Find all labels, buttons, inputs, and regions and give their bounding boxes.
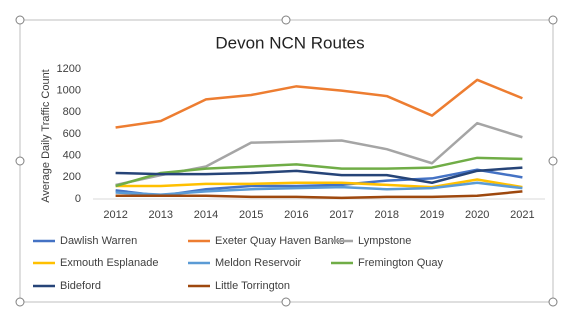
- x-tick-label: 2015: [239, 209, 263, 221]
- y-axis-label: Average Daily Traffic Count: [40, 69, 52, 203]
- legend-label: Exmouth Esplanade: [60, 257, 158, 269]
- legend-label: Little Torrington: [215, 280, 290, 292]
- line-series: [115, 181, 523, 196]
- line-series: [115, 166, 523, 184]
- legend-label: Bideford: [60, 280, 101, 292]
- line-series: [115, 156, 523, 188]
- y-tick-label: 800: [63, 106, 81, 118]
- line-series: [115, 190, 523, 200]
- selection-handles: [15, 15, 558, 307]
- legend-label: Fremington Quay: [358, 257, 443, 269]
- y-tick-label: 200: [63, 171, 81, 183]
- chart-title: Devon NCN Routes: [215, 33, 364, 52]
- x-tick-label: 2020: [465, 209, 489, 221]
- x-tick-label: 2018: [375, 209, 399, 221]
- y-tick-label: 1000: [57, 85, 81, 97]
- x-tick-label: 2016: [284, 209, 308, 221]
- y-tick-label: 1200: [57, 63, 81, 75]
- x-tick-label: 2021: [510, 209, 534, 221]
- x-tick-label: 2012: [103, 209, 127, 221]
- x-tick-label: 2014: [194, 209, 218, 221]
- x-tick-label: 2017: [329, 209, 353, 221]
- legend-label: Lympstone: [358, 235, 411, 247]
- line-series: [115, 78, 523, 129]
- legend-label: Exeter Quay Haven Banks: [215, 235, 345, 247]
- x-tick-label: 2019: [420, 209, 444, 221]
- legend-label: Meldon Reservoir: [215, 257, 302, 269]
- legend-label: Dawlish Warren: [60, 235, 137, 247]
- y-tick-label: 0: [75, 193, 81, 205]
- x-tick-label: 2013: [149, 209, 173, 221]
- y-tick-label: 400: [63, 150, 81, 162]
- line-series: [115, 178, 523, 189]
- y-tick-label: 600: [63, 128, 81, 140]
